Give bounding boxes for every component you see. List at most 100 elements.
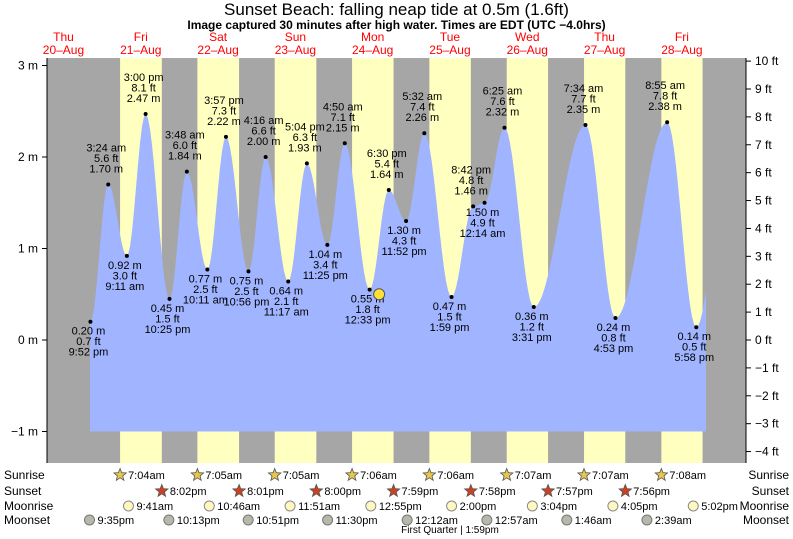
tide-label: 1.70 m bbox=[89, 163, 123, 175]
moonrise-time: 4:05pm bbox=[621, 501, 658, 513]
tide-point bbox=[286, 279, 291, 284]
right-axis-tick-label: 7 ft bbox=[755, 138, 772, 152]
moonrise-time: 2:00pm bbox=[460, 501, 497, 513]
tide-label: 2.5 ft bbox=[193, 284, 217, 296]
tide-label: 1.46 m bbox=[454, 185, 488, 197]
tide-label: 4.9 ft bbox=[470, 217, 494, 229]
right-axis-tick-label: 4 ft bbox=[755, 221, 772, 235]
sunset-time: 8:02pm bbox=[170, 486, 207, 498]
tide-point bbox=[246, 269, 251, 274]
tide-label: 12:14 am bbox=[460, 228, 506, 240]
tide-point bbox=[583, 122, 588, 127]
tide-label: 4.3 ft bbox=[392, 236, 416, 248]
tide-label: 5.6 ft bbox=[94, 153, 118, 165]
tide-label: 1.84 m bbox=[168, 151, 202, 163]
tide-label: 2.35 m bbox=[567, 104, 601, 116]
tide-label: 5.4 ft bbox=[375, 158, 399, 170]
tide-label: 0.14 m bbox=[677, 331, 711, 343]
tide-point bbox=[694, 325, 699, 330]
sunset-icon bbox=[463, 483, 479, 498]
tide-label: 1.50 m bbox=[466, 207, 500, 219]
moonrise-icon bbox=[687, 500, 699, 512]
tide-label: 7.8 ft bbox=[653, 91, 677, 103]
tide-label: 0.20 m bbox=[72, 326, 106, 338]
sunset-row-label-left: Sunset bbox=[4, 484, 42, 498]
tide-label: 4:50 am bbox=[323, 101, 363, 113]
tide-label: 8:55 am bbox=[645, 80, 685, 92]
moonset-time: 10:51pm bbox=[256, 515, 299, 527]
sunrise-icon bbox=[499, 467, 514, 482]
moonrise-time: 3:04pm bbox=[540, 501, 577, 513]
tide-label: 1.8 ft bbox=[355, 304, 379, 316]
right-axis-tick-label: −4 ft bbox=[755, 445, 779, 459]
tide-label: 0.7 ft bbox=[76, 336, 100, 348]
tide-point bbox=[665, 120, 670, 125]
moonset-row-label-right: Moonset bbox=[743, 513, 790, 527]
tide-point bbox=[304, 161, 309, 166]
day-name-label: Wed bbox=[515, 30, 539, 44]
tide-label: 1.5 ft bbox=[155, 313, 179, 325]
tide-label: 2.00 m bbox=[247, 136, 281, 148]
moonrise-icon bbox=[365, 500, 377, 512]
sunrise-row-label-left: Sunrise bbox=[4, 468, 45, 482]
right-axis-tick-label: 0 ft bbox=[755, 333, 772, 347]
tide-label: 3.0 ft bbox=[113, 270, 137, 282]
day-name-label: Sat bbox=[209, 30, 228, 44]
sunset-icon bbox=[386, 483, 401, 498]
sunset-icon bbox=[618, 483, 633, 498]
left-axis-tick-label: −1 m bbox=[11, 425, 38, 439]
tide-point bbox=[184, 169, 189, 174]
moonrise-time: 12:55pm bbox=[379, 501, 422, 513]
tide-label: 8:42 pm bbox=[451, 164, 491, 176]
sunset-icon bbox=[309, 483, 324, 498]
day-name-label: Mon bbox=[361, 30, 384, 44]
tide-label: 0.64 m bbox=[269, 285, 303, 297]
tide-label: 3:57 pm bbox=[204, 95, 244, 107]
tide-point bbox=[613, 316, 618, 321]
tide-label: 5:04 pm bbox=[285, 121, 325, 133]
tide-label: 7.7 ft bbox=[571, 93, 595, 105]
day-date-label: 20–Aug bbox=[43, 43, 84, 57]
left-axis-tick-label: 0 m bbox=[18, 333, 38, 347]
right-axis-tick-label: 9 ft bbox=[755, 82, 772, 96]
left-axis-tick-label: 1 m bbox=[18, 242, 38, 256]
moonset-icon bbox=[322, 514, 334, 526]
tide-label: 0.36 m bbox=[515, 311, 549, 323]
tide-point bbox=[124, 253, 129, 258]
tide-area bbox=[90, 114, 706, 432]
tide-point bbox=[167, 296, 172, 301]
day-name-label: Fri bbox=[675, 30, 689, 44]
sunset-time: 7:56pm bbox=[633, 486, 670, 498]
moonrise-icon bbox=[284, 500, 296, 512]
tide-label: 11:17 am bbox=[264, 306, 309, 318]
tide-point bbox=[531, 305, 536, 310]
tide-point bbox=[143, 111, 148, 116]
day-date-label: 26–Aug bbox=[507, 43, 548, 57]
moonset-icon bbox=[242, 514, 254, 526]
day-date-label: 23–Aug bbox=[275, 43, 316, 57]
right-axis-tick-label: 2 ft bbox=[755, 277, 772, 291]
sunset-icon bbox=[540, 483, 556, 498]
tide-point bbox=[482, 200, 487, 205]
sunrise-time: 7:05am bbox=[205, 470, 242, 482]
tide-label: 0.75 m bbox=[230, 275, 264, 287]
moonrise-icon bbox=[203, 500, 215, 512]
moonset-time: 2:39am bbox=[655, 515, 692, 527]
tide-label: 1.2 ft bbox=[520, 322, 544, 334]
day-name-label: Tue bbox=[440, 30, 461, 44]
sunrise-time: 7:05am bbox=[283, 470, 320, 482]
tide-point bbox=[263, 155, 268, 159]
chart-subtitle: Image captured 30 minutes after high wat… bbox=[187, 18, 606, 32]
tide-label: 0.92 m bbox=[108, 260, 142, 272]
tide-label: 1.5 ft bbox=[437, 311, 461, 323]
moonset-time: 12:12am bbox=[415, 515, 458, 527]
tide-label: 5:58 pm bbox=[674, 352, 714, 364]
moonset-icon bbox=[481, 514, 493, 526]
tide-label: 1:59 pm bbox=[430, 322, 470, 334]
sunset-time: 8:01pm bbox=[247, 486, 284, 498]
moonrise-row-label-right: Moonrise bbox=[740, 499, 790, 513]
day-name-label: Sun bbox=[285, 30, 306, 44]
tide-label: 7.3 ft bbox=[212, 105, 236, 117]
sunrise-time: 7:04am bbox=[128, 470, 165, 482]
tide-point bbox=[449, 294, 454, 299]
